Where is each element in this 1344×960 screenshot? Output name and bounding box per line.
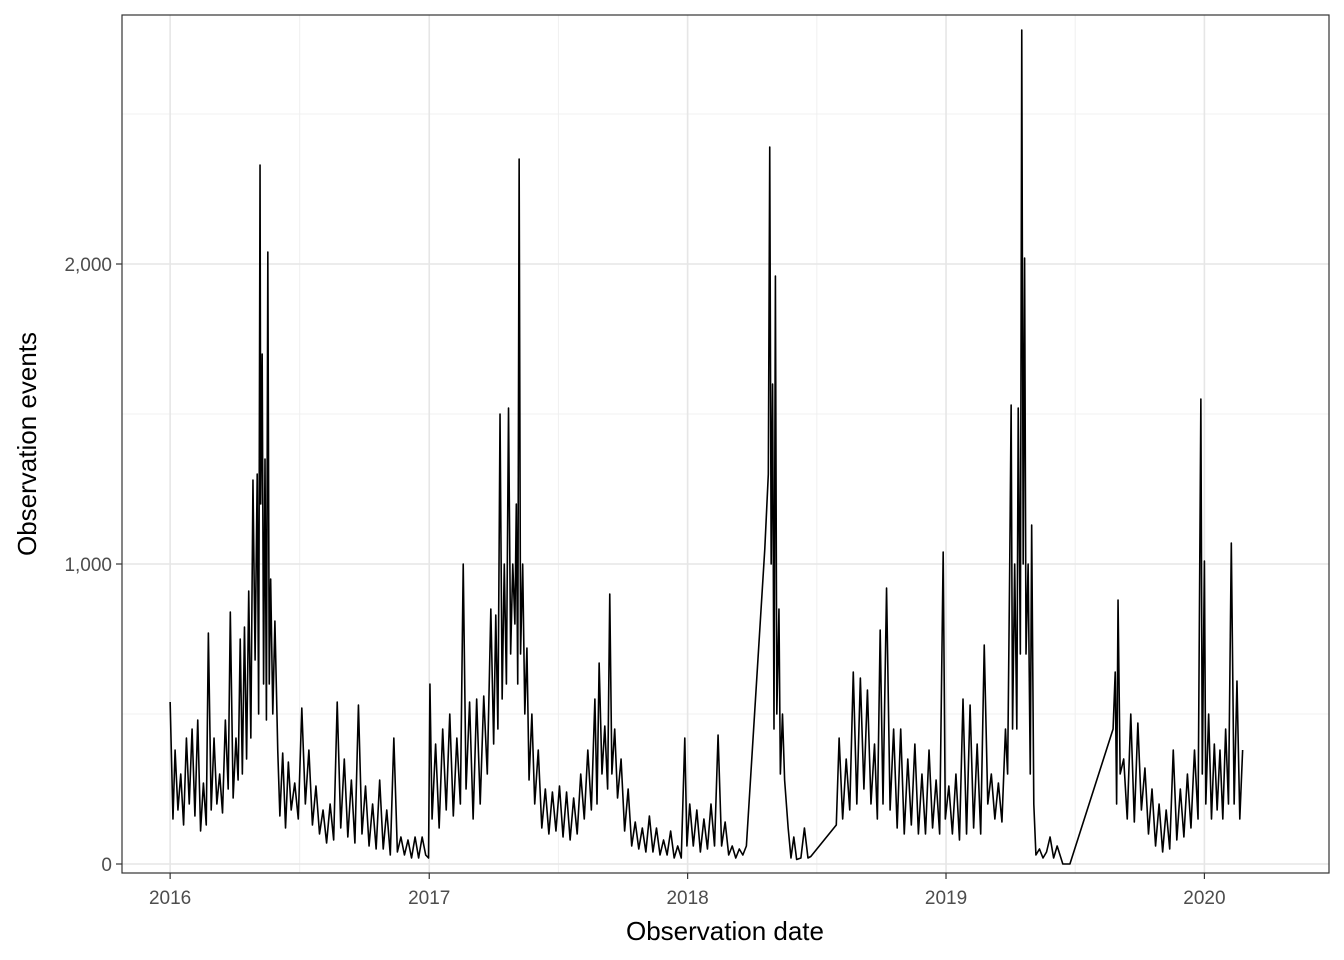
minor-gridlines	[122, 15, 1329, 873]
series-layer	[169, 29, 1244, 865]
y-tick-label: 2,000	[64, 255, 112, 276]
axis-ticks	[116, 263, 1206, 879]
x-tick-label: 2020	[1183, 888, 1225, 909]
x-axis-title: Observation date	[626, 916, 824, 946]
y-tick-label: 1,000	[64, 555, 112, 576]
y-axis-title: Observation events	[12, 332, 42, 556]
plot-panel-border	[121, 14, 1330, 874]
y-tick-label: 0	[101, 855, 112, 876]
x-tick-label: 2018	[666, 888, 708, 909]
x-tick-label: 2019	[925, 888, 967, 909]
x-tick-label: 2016	[149, 888, 191, 909]
series-line	[169, 29, 1244, 865]
major-gridlines	[122, 15, 1329, 873]
x-tick-label: 2017	[408, 888, 450, 909]
tick-labels: 2016 2017 2018 2019 2020 0 1,000 2,000	[64, 255, 1225, 909]
